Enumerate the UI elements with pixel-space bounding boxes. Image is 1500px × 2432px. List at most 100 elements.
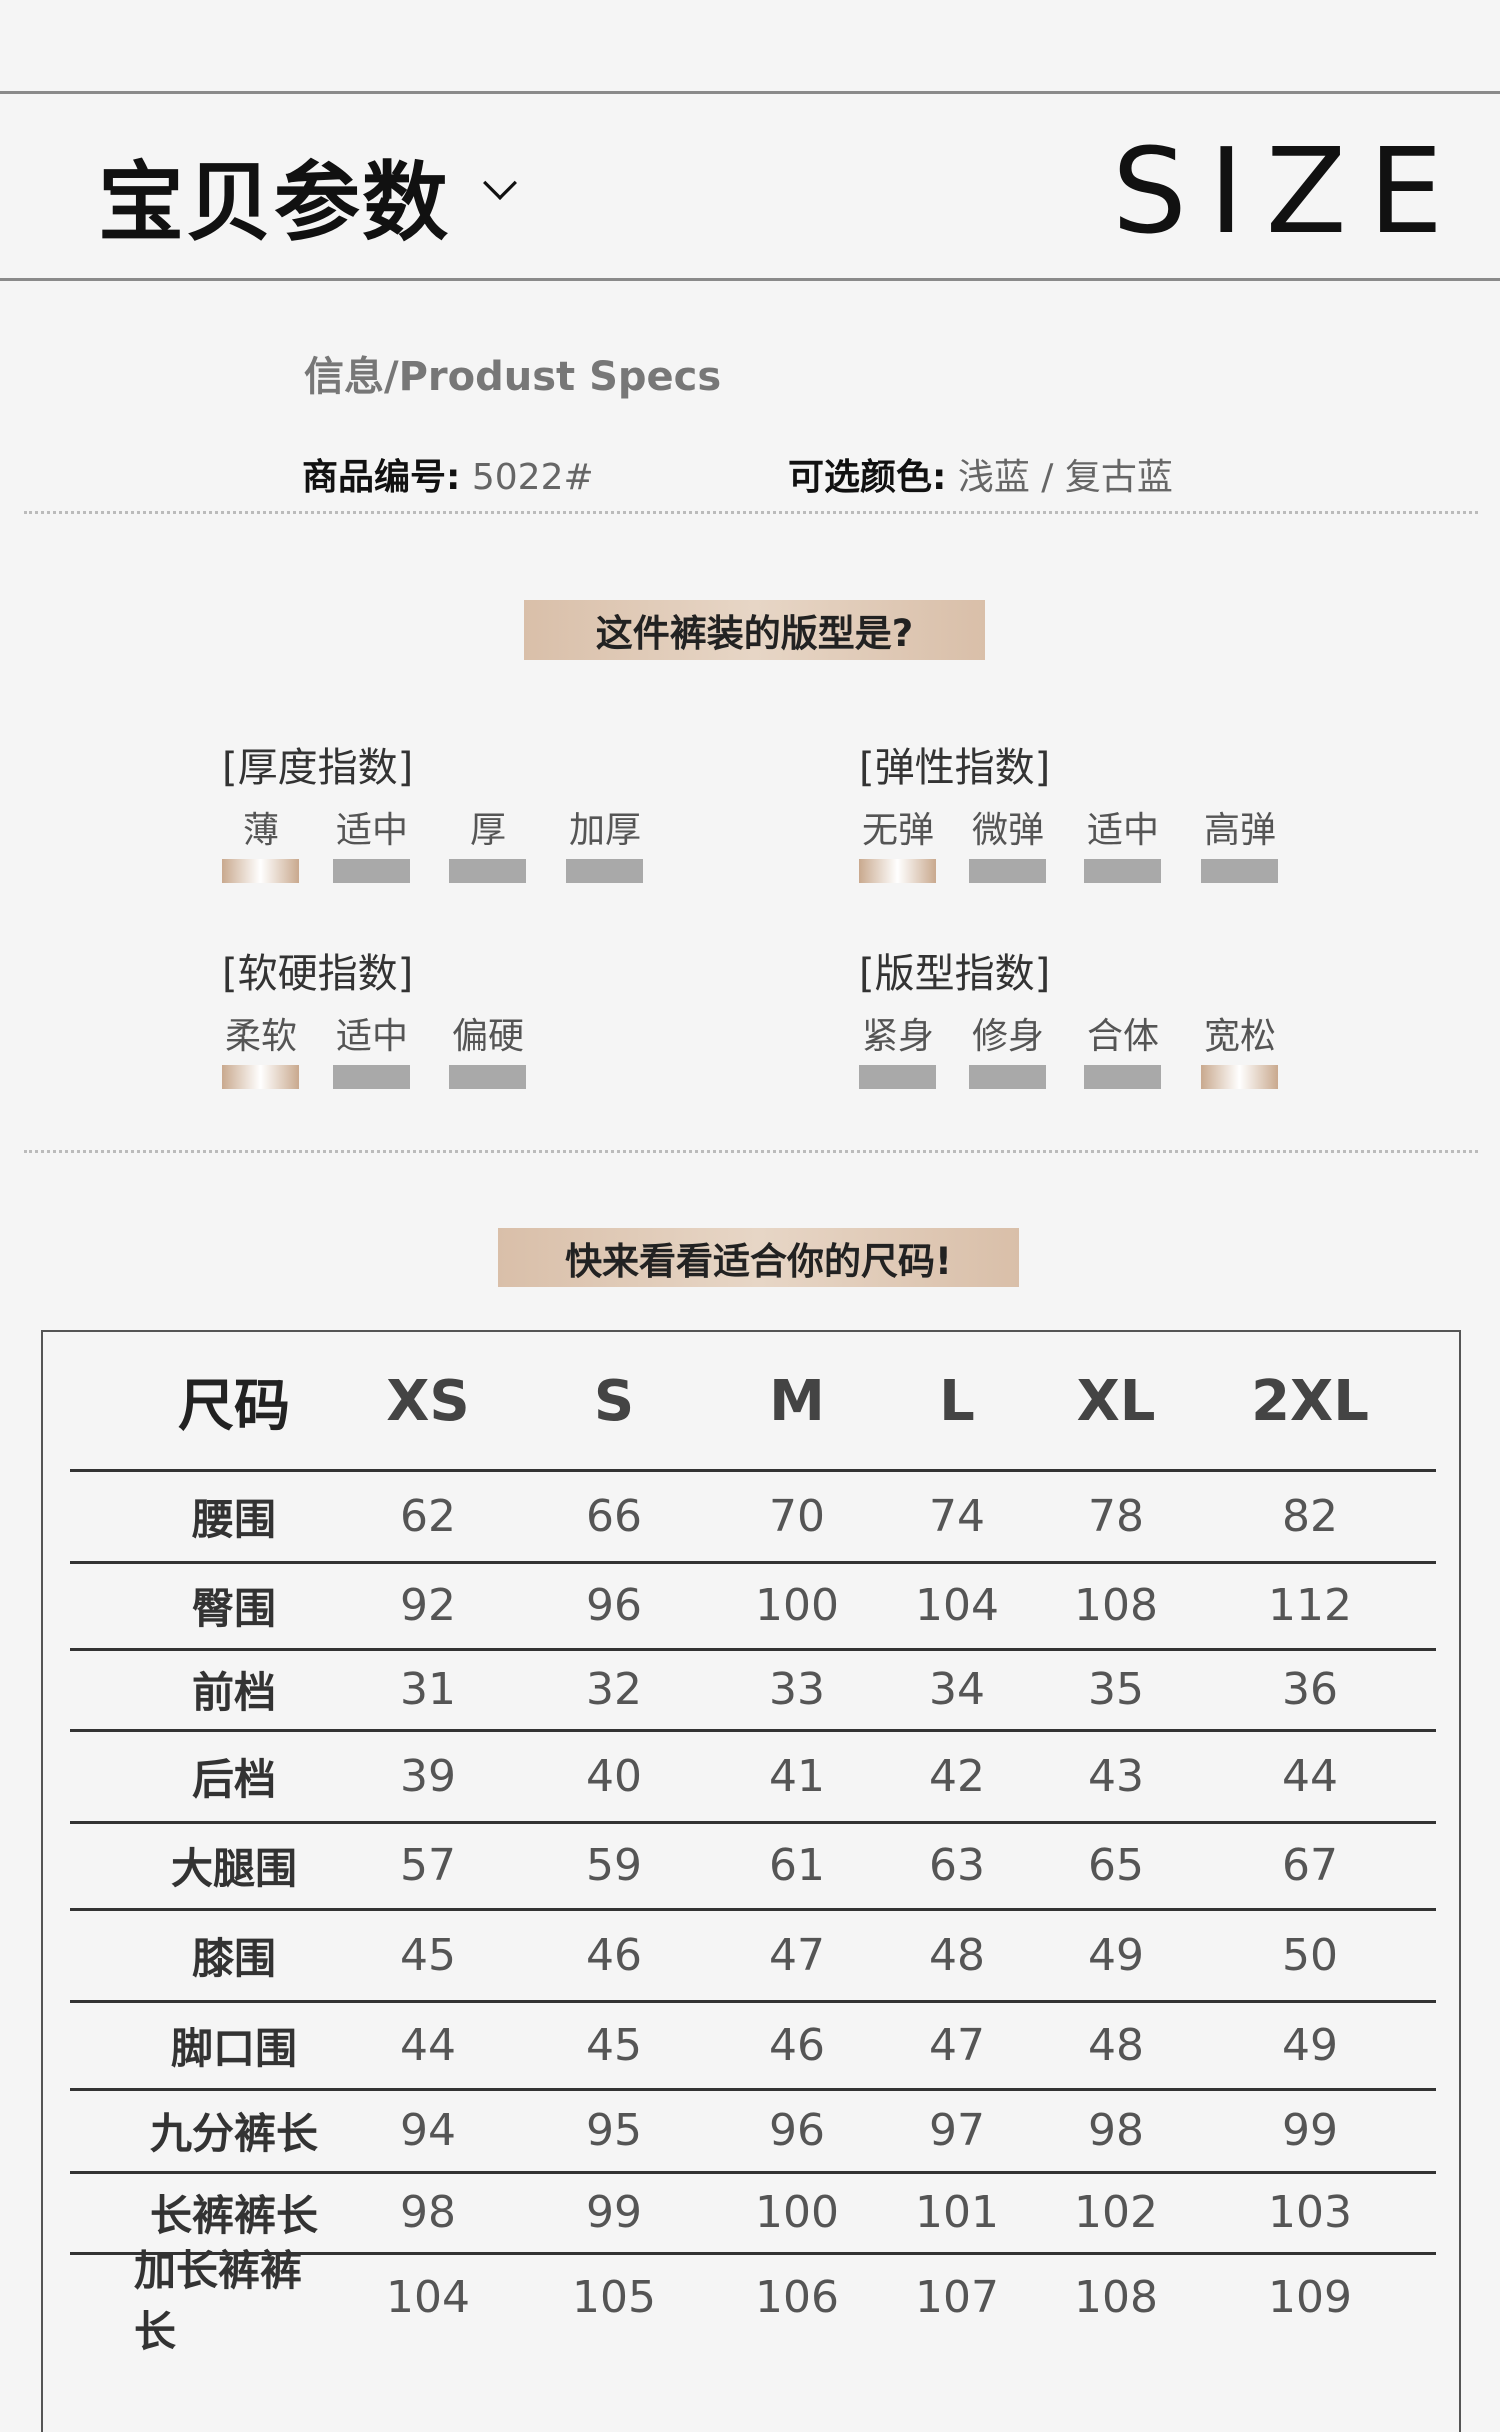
measurement-value: 47 bbox=[929, 2019, 985, 2071]
row-divider bbox=[70, 1469, 1436, 1472]
index-option-label: 厚 bbox=[469, 810, 506, 851]
index-title: [弹性指数] bbox=[859, 745, 1051, 791]
available-colors: 可选颜色: 浅蓝 / 复古蓝 bbox=[788, 448, 1173, 500]
row-divider bbox=[70, 2000, 1436, 2003]
table-header-row: 尺码 XS S M L XL 2XL bbox=[70, 1332, 1436, 1470]
measurement-value: 48 bbox=[929, 1929, 985, 1981]
measurement-value: 92 bbox=[400, 1580, 456, 1631]
measurement-value: 103 bbox=[1268, 2187, 1352, 2238]
measurement-value: 44 bbox=[400, 2019, 456, 2071]
measurement-value: 50 bbox=[1282, 1929, 1338, 1981]
measurement-value: 98 bbox=[400, 2187, 456, 2238]
measurement-value: 74 bbox=[929, 1490, 985, 1542]
measurement-label: 腰围 bbox=[191, 1494, 276, 1544]
colors-label: 可选颜色: bbox=[788, 457, 947, 498]
size-header-m: M bbox=[769, 1368, 825, 1434]
measurement-label: 加长裤裤长 bbox=[134, 2245, 303, 2356]
measurement-value: 46 bbox=[769, 2019, 825, 2071]
measurement-value: 96 bbox=[586, 1580, 642, 1631]
table-row: 膝围 45 46 47 48 49 50 bbox=[70, 1909, 1436, 2001]
row-divider bbox=[70, 1561, 1436, 1564]
measurement-value: 100 bbox=[755, 2187, 839, 2238]
table-row: 长裤裤长 98 99 100 101 102 103 bbox=[70, 2172, 1436, 2253]
measurement-value: 34 bbox=[929, 1664, 985, 1715]
measurement-value: 104 bbox=[915, 1580, 999, 1631]
measurement-value: 49 bbox=[1088, 1929, 1144, 1981]
measurement-value: 57 bbox=[400, 1840, 456, 1891]
item-number-label: 商品编号: bbox=[302, 457, 461, 498]
index-bar bbox=[969, 859, 1046, 883]
index-bar-selected bbox=[222, 1065, 299, 1089]
measurement-value: 106 bbox=[755, 2272, 839, 2323]
measurement-value: 62 bbox=[400, 1490, 456, 1542]
measurement-value: 99 bbox=[1282, 2105, 1338, 2156]
measurement-value: 46 bbox=[586, 1929, 642, 1981]
row-divider bbox=[70, 2171, 1436, 2174]
measurement-label: 臀围 bbox=[191, 1584, 276, 1633]
measurement-value: 104 bbox=[386, 2272, 470, 2323]
index-option-label: 紧身 bbox=[861, 1016, 934, 1057]
page-title: 宝贝参数 bbox=[98, 153, 450, 253]
fit-banner: 这件裤装的版型是? bbox=[524, 600, 985, 660]
chevron-down-icon[interactable] bbox=[483, 166, 517, 200]
dotted-divider bbox=[24, 1150, 1478, 1153]
index-option-label: 柔软 bbox=[224, 1016, 297, 1057]
index-option-label: 宽松 bbox=[1203, 1016, 1276, 1057]
index-bar bbox=[333, 1065, 410, 1089]
measurement-value: 33 bbox=[769, 1664, 825, 1715]
measurement-value: 45 bbox=[400, 1929, 456, 1981]
header-top-divider bbox=[0, 91, 1500, 94]
table-row: 加长裤裤长 104 105 106 107 108 109 bbox=[70, 2245, 1436, 2356]
measurement-value: 39 bbox=[400, 1750, 456, 1802]
measurement-value: 45 bbox=[586, 2019, 642, 2071]
index-option-label: 薄 bbox=[242, 810, 279, 851]
item-number: 商品编号: 5022# bbox=[302, 448, 594, 500]
index-option-label: 修身 bbox=[971, 1016, 1044, 1057]
measurement-value: 102 bbox=[1074, 2187, 1158, 2238]
measurement-value: 82 bbox=[1282, 1490, 1338, 1542]
measurement-value: 94 bbox=[400, 2105, 456, 2156]
size-header-xl: XL bbox=[1076, 1368, 1156, 1434]
measurement-value: 100 bbox=[755, 1580, 839, 1631]
measurement-value: 108 bbox=[1074, 2272, 1158, 2323]
measurement-value: 107 bbox=[915, 2272, 999, 2323]
index-title: [软硬指数] bbox=[222, 951, 414, 997]
index-bar-selected bbox=[859, 859, 936, 883]
measurement-value: 47 bbox=[769, 1929, 825, 1981]
measurement-label: 大腿围 bbox=[170, 1844, 297, 1893]
specs-heading: 信息/Produst Specs bbox=[304, 354, 722, 400]
measurement-value: 43 bbox=[1088, 1750, 1144, 1802]
index-bar bbox=[969, 1065, 1046, 1089]
index-option-label: 适中 bbox=[335, 1016, 408, 1057]
measurement-label: 九分裤长 bbox=[149, 2109, 318, 2158]
index-title: [厚度指数] bbox=[222, 745, 414, 791]
size-table: 尺码 XS S M L XL 2XL 腰围 62 66 70 74 78 82 臀围 92 96 100 104 10… bbox=[41, 1330, 1461, 2432]
measurement-value: 105 bbox=[572, 2272, 656, 2323]
measurement-value: 97 bbox=[929, 2105, 985, 2156]
index-option-label: 偏硬 bbox=[451, 1016, 524, 1057]
measurement-value: 99 bbox=[586, 2187, 642, 2238]
measurement-value: 78 bbox=[1088, 1490, 1144, 1542]
measurement-value: 101 bbox=[915, 2187, 999, 2238]
index-bar-selected bbox=[222, 859, 299, 883]
index-bar bbox=[859, 1065, 936, 1089]
row-divider bbox=[70, 1729, 1436, 1732]
measurement-value: 36 bbox=[1282, 1664, 1338, 1715]
measurement-value: 48 bbox=[1088, 2019, 1144, 2071]
index-option-label: 加厚 bbox=[568, 810, 641, 851]
item-number-value: 5022# bbox=[471, 457, 594, 498]
measurement-value: 63 bbox=[929, 1840, 985, 1891]
index-option-label: 无弹 bbox=[861, 810, 934, 851]
measurement-value: 96 bbox=[769, 2105, 825, 2156]
table-row: 大腿围 57 59 61 63 65 67 bbox=[70, 1822, 1436, 1909]
index-option-label: 合体 bbox=[1086, 1016, 1159, 1057]
row-divider bbox=[70, 1821, 1436, 1824]
measurement-value: 31 bbox=[400, 1664, 456, 1715]
header-bottom-divider bbox=[0, 278, 1500, 281]
table-row: 前档 31 32 33 34 35 36 bbox=[70, 1649, 1436, 1730]
measurement-value: 65 bbox=[1088, 1840, 1144, 1891]
measurement-value: 67 bbox=[1282, 1840, 1338, 1891]
index-option-label: 微弹 bbox=[971, 810, 1044, 851]
measurement-label: 后档 bbox=[191, 1754, 276, 1804]
measurement-value: 41 bbox=[769, 1750, 825, 1802]
